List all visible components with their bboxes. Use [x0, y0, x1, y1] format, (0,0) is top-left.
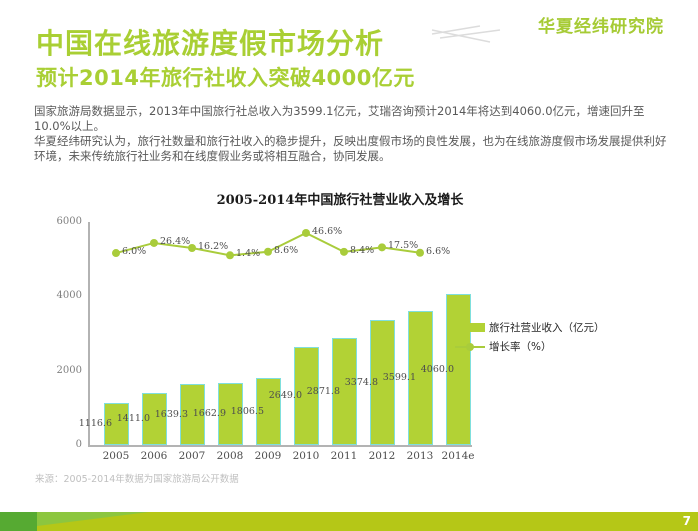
x-tick-2011: 2011 [330, 450, 358, 462]
y-tick-label: 6000 [56, 216, 82, 227]
growth-line-marker [112, 249, 120, 258]
chart-legend: 旅行社营业收入（亿元） 增长率（%） [455, 320, 605, 358]
x-tick-2007: 2007 [178, 450, 206, 462]
logo-swoosh-icon [431, 25, 501, 43]
body-text: 国家旅游局数据显示，2013年中国旅行社总收入为3599.1亿元，艾瑞咨询预计2… [34, 104, 670, 164]
bar-value-2012: 3374.8 [344, 376, 378, 388]
logo-text: 华夏经纬研究院 [538, 17, 664, 37]
bar-2012 [369, 320, 395, 445]
growth-label-2009: 8.6% [274, 244, 299, 256]
x-tick-2014e: 2014e [441, 450, 475, 462]
bar-value-2011: 2871.8 [306, 385, 340, 397]
legend-bar-label: 旅行社营业收入（亿元） [489, 322, 605, 334]
growth-line-marker [150, 238, 158, 247]
bar-value-2010: 2649.0 [268, 390, 302, 401]
x-axis-line [88, 445, 472, 447]
footer-decoration-square [0, 512, 37, 531]
growth-line-marker [264, 247, 272, 256]
logo: 华夏经纬研究院 [431, 12, 664, 46]
bar-value-2005: 1116.6 [78, 418, 112, 429]
bar-2008 [217, 383, 243, 445]
legend-line-swatch [455, 342, 485, 351]
bar-2006 [141, 393, 167, 445]
bar-2011 [331, 338, 357, 445]
y-axis-line [88, 222, 90, 445]
bar-2007 [179, 384, 205, 445]
y-tick-label: 0 [75, 439, 82, 450]
bar-value-2014e: 4060.0 [420, 363, 454, 375]
legend-item-revenue: 旅行社营业收入（亿元） [455, 320, 605, 335]
legend-line-label: 增长率（%） [489, 341, 552, 353]
bar-value-2008: 1662.9 [192, 408, 226, 419]
growth-line-marker [378, 243, 386, 252]
growth-label-2005: 6.0% [122, 246, 147, 258]
legend-bar-swatch [455, 323, 485, 332]
footer-decoration-triangle [37, 512, 149, 526]
x-tick-2009: 2009 [254, 450, 282, 462]
bar-value-2007: 1639.3 [154, 408, 188, 420]
bar-value-2013: 3599.1 [382, 372, 416, 383]
page-subtitle: 预计2014年旅行社收入突破4000亿元 [36, 66, 415, 90]
footer-bar: 7 [0, 512, 698, 531]
growth-line-marker [188, 243, 196, 252]
bar-2009 [255, 378, 281, 445]
bar-2014e [445, 294, 471, 445]
bar-value-2006: 1411.0 [116, 413, 150, 424]
growth-label-2006: 26.4% [160, 235, 191, 247]
bar-2005 [103, 403, 129, 445]
bar-2010 [293, 347, 319, 445]
growth-line-marker [340, 247, 348, 256]
y-tick-label: 4000 [56, 290, 82, 302]
growth-line-marker [302, 228, 310, 237]
bar-2013 [407, 311, 433, 445]
x-tick-2005: 2005 [102, 450, 130, 462]
legend-item-growth: 增长率（%） [455, 339, 605, 354]
growth-line-marker [416, 248, 424, 257]
x-tick-2010: 2010 [292, 450, 320, 462]
growth-label-2008: 1.4% [236, 248, 261, 260]
y-tick-label: 2000 [56, 364, 82, 376]
x-tick-2012: 2012 [368, 450, 396, 462]
paragraph-2: 华夏经纬研究认为，旅行社数量和旅行社收入的稳步提升，反映出度假市场的良性发展，也… [34, 134, 667, 163]
source-note: 来源：2005-2014年数据为国家旅游局公开数据 [35, 474, 239, 485]
growth-line-marker [226, 251, 234, 260]
growth-label-2007: 16.2% [198, 240, 229, 252]
chart-title: 2005-2014年中国旅行社营业收入及增长 [216, 193, 464, 208]
x-tick-2008: 2008 [216, 450, 244, 462]
growth-label-2012: 17.5% [388, 240, 419, 252]
growth-label-2013: 6.6% [426, 245, 451, 257]
paragraph-1: 国家旅游局数据显示，2013年中国旅行社总收入为3599.1亿元，艾瑞咨询预计2… [34, 104, 645, 133]
bar-value-2009: 1806.5 [230, 405, 264, 417]
growth-label-2011: 8.4% [350, 244, 375, 256]
x-tick-2013: 2013 [406, 450, 434, 462]
x-tick-2006: 2006 [140, 450, 168, 462]
page-title: 中国在线旅游度假市场分析 [36, 27, 385, 60]
page-number: 7 [682, 514, 691, 528]
growth-label-2010: 46.6% [312, 225, 343, 237]
